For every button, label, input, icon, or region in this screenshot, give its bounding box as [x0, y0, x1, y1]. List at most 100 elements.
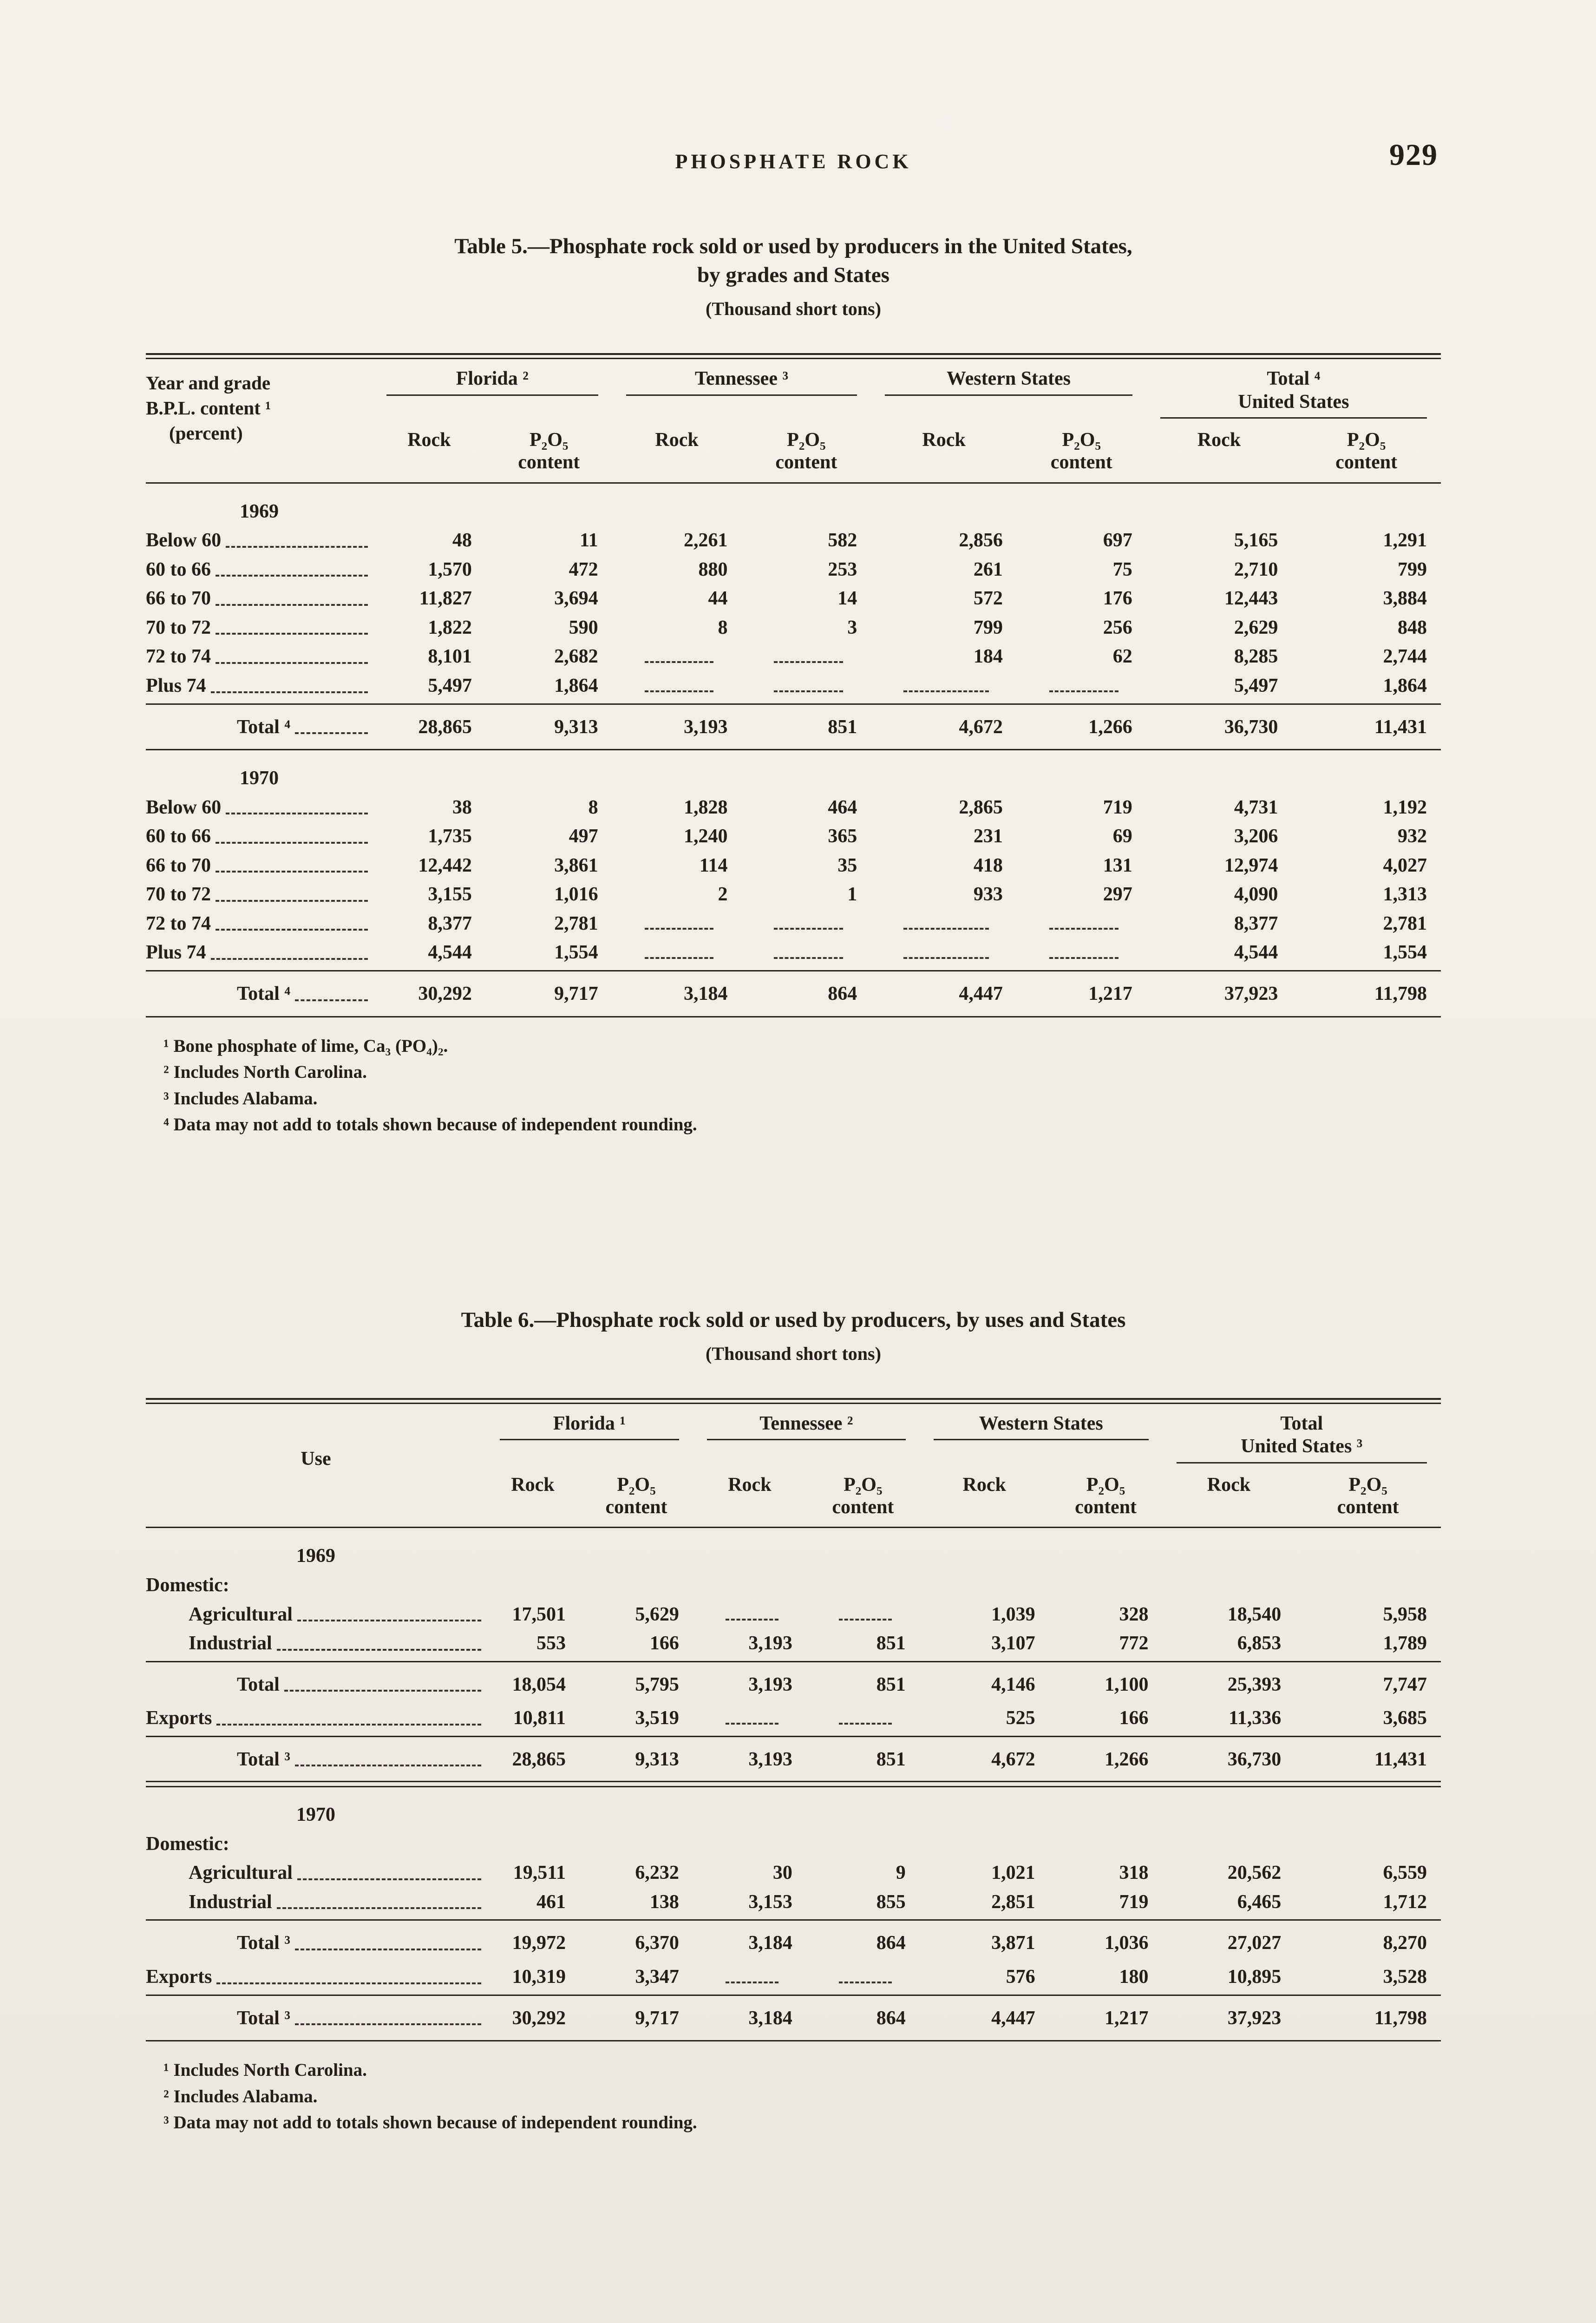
empty-value-dash: [838, 1981, 892, 1983]
column-subheader-row: Rock P₂O₅ content Rock P₂O₅ content Rock P…: [146, 421, 1441, 479]
value-cell: [693, 1704, 806, 1733]
value-cell: 1,712: [1383, 1891, 1427, 1913]
table-row: 70 to 72 1,822 590 8 3 799 256 2,629 848: [146, 613, 1441, 643]
value-cell: 318: [1119, 1862, 1149, 1884]
table-row: Exports 10,319 3,347 576 180 10,895 3,528: [146, 1962, 1441, 1992]
p2o5-label: P₂O₅: [1348, 1474, 1387, 1496]
section-rule: [146, 746, 1441, 753]
value-cell: 256: [1103, 617, 1132, 638]
value-cell: 8: [588, 796, 598, 818]
table-row: Below 60 38 8 1,828 464 2,865 719 4,731 1,192: [146, 793, 1441, 822]
table-row: 60 to 66 1,735 497 1,240 365 231 69 3,206 932: [146, 822, 1441, 851]
table5-title-line2: by grades and States: [697, 263, 890, 288]
value-cell: 3,153: [748, 1891, 792, 1913]
value-cell: 1,570: [428, 558, 472, 580]
value-cell: 8,377: [428, 912, 472, 934]
header-rule-row: [146, 479, 1441, 486]
value-cell: 231: [973, 826, 1003, 847]
value-cell: 17,501: [512, 1603, 566, 1625]
dash-leader: [216, 871, 368, 873]
value-cell: 297: [1103, 884, 1132, 906]
total-separator-rule: [146, 1733, 1441, 1740]
value-cell: [580, 1830, 693, 1859]
group-label-line2: United States: [1238, 391, 1349, 413]
value-cell: 5,497: [428, 675, 472, 697]
table5-top-rule: [146, 353, 1441, 360]
empty-value-dash: [774, 661, 844, 663]
total-separator-rule: [146, 1992, 1441, 1999]
column-group-florida: Florida ²: [373, 359, 612, 421]
table5: Year and grade B.P.L. content ¹ (percent…: [146, 359, 1441, 1020]
table5-title-line1: Table 5.—Phosphate rock sold or used by …: [454, 234, 1132, 258]
value-cell: [806, 1704, 920, 1733]
dash-leader: [210, 958, 368, 960]
empty-value-dash: [644, 690, 714, 692]
value-cell: 3,528: [1383, 1966, 1427, 1988]
table-row: 66 to 70 11,827 3,694 44 14 572 176 12,443 3,884: [146, 584, 1441, 613]
value-cell: [612, 642, 742, 671]
table-row: Exports 10,811 3,519 525 166 11,336 3,685: [146, 1704, 1441, 1733]
value-cell: 3,685: [1383, 1707, 1427, 1729]
footnote: ¹ Bone phosphate of lime, Ca₃ (PO₄)₂.: [164, 1036, 448, 1056]
value-cell: 851: [876, 1748, 906, 1770]
value-cell: [920, 1571, 1049, 1600]
row-label: Agricultural: [189, 1862, 293, 1884]
value-cell: 180: [1119, 1966, 1149, 1988]
value-cell: 9,717: [554, 983, 598, 1004]
value-cell: 12,974: [1224, 854, 1278, 876]
p2o5-label: P₂O₅: [1062, 429, 1101, 451]
scanned-page: PHOSPHATE ROCK Table 5.—Phosphate rock s…: [146, 150, 1441, 2133]
table-row: Domestic:: [146, 1830, 1441, 1859]
row-label: 60 to 66: [146, 558, 211, 580]
value-cell: 261: [973, 558, 1003, 580]
value-cell: 1,016: [554, 884, 598, 906]
value-cell: 851: [876, 1633, 906, 1654]
header-rule-row: [146, 1524, 1441, 1531]
year-heading: 1969: [296, 1545, 335, 1567]
value-cell: 27,027: [1227, 1932, 1282, 1954]
value-cell: 5,629: [635, 1603, 679, 1625]
value-cell: 2,865: [959, 796, 1003, 818]
row-label: Plus 74: [146, 675, 206, 697]
value-cell: 5,165: [1234, 530, 1278, 551]
value-cell: 6,559: [1383, 1862, 1427, 1884]
value-cell: [693, 1962, 806, 1992]
value-cell: 3,206: [1234, 826, 1278, 847]
value-cell: [693, 1830, 806, 1859]
value-cell: 253: [828, 558, 857, 580]
value-cell: 864: [876, 1932, 906, 1954]
value-cell: 3,107: [991, 1633, 1035, 1654]
value-cell: [806, 1962, 920, 1992]
value-cell: 525: [1006, 1707, 1035, 1729]
table-row: Below 60 48 11 2,261 582 2,856 697 5,165 1,291: [146, 526, 1441, 555]
table-row: Plus 74 5,497 1,864 5,497 1,864: [146, 671, 1441, 701]
footnote: ² Includes Alabama.: [164, 2086, 318, 2106]
value-cell: 19,972: [512, 1932, 566, 1954]
value-cell: 2,261: [683, 530, 728, 551]
value-cell: 855: [876, 1891, 906, 1913]
value-cell: 932: [1398, 826, 1427, 847]
running-header: PHOSPHATE ROCK: [675, 150, 912, 173]
row-label: Industrial: [189, 1891, 272, 1913]
col-header-p2o5: P₂O₅ content: [486, 421, 612, 479]
section-double-rule: [146, 1778, 1441, 1790]
empty-value-dash: [838, 1722, 892, 1725]
value-cell: 1: [847, 884, 857, 906]
year-heading: 1970: [239, 768, 279, 789]
value-cell: [1049, 1830, 1163, 1859]
value-cell: [1017, 671, 1146, 701]
value-cell: [1163, 1830, 1295, 1859]
value-cell: 497: [569, 826, 598, 847]
dash-leader: [294, 1948, 481, 1950]
row-label: Agricultural: [189, 1603, 293, 1625]
col-header-rock: Rock: [407, 429, 451, 451]
column-subheader-row: Rock P₂O₅ content Rock P₂O₅ content Rock P…: [146, 1466, 1441, 1524]
value-cell: [1017, 909, 1146, 938]
value-cell: 11: [579, 530, 598, 551]
column-group-florida: Florida ¹: [486, 1404, 693, 1466]
value-cell: 4,672: [959, 716, 1003, 738]
dash-leader: [216, 604, 368, 606]
value-cell: 11,798: [1374, 983, 1427, 1004]
year-row: 1970: [146, 753, 1441, 793]
value-cell: 2,682: [554, 646, 598, 668]
